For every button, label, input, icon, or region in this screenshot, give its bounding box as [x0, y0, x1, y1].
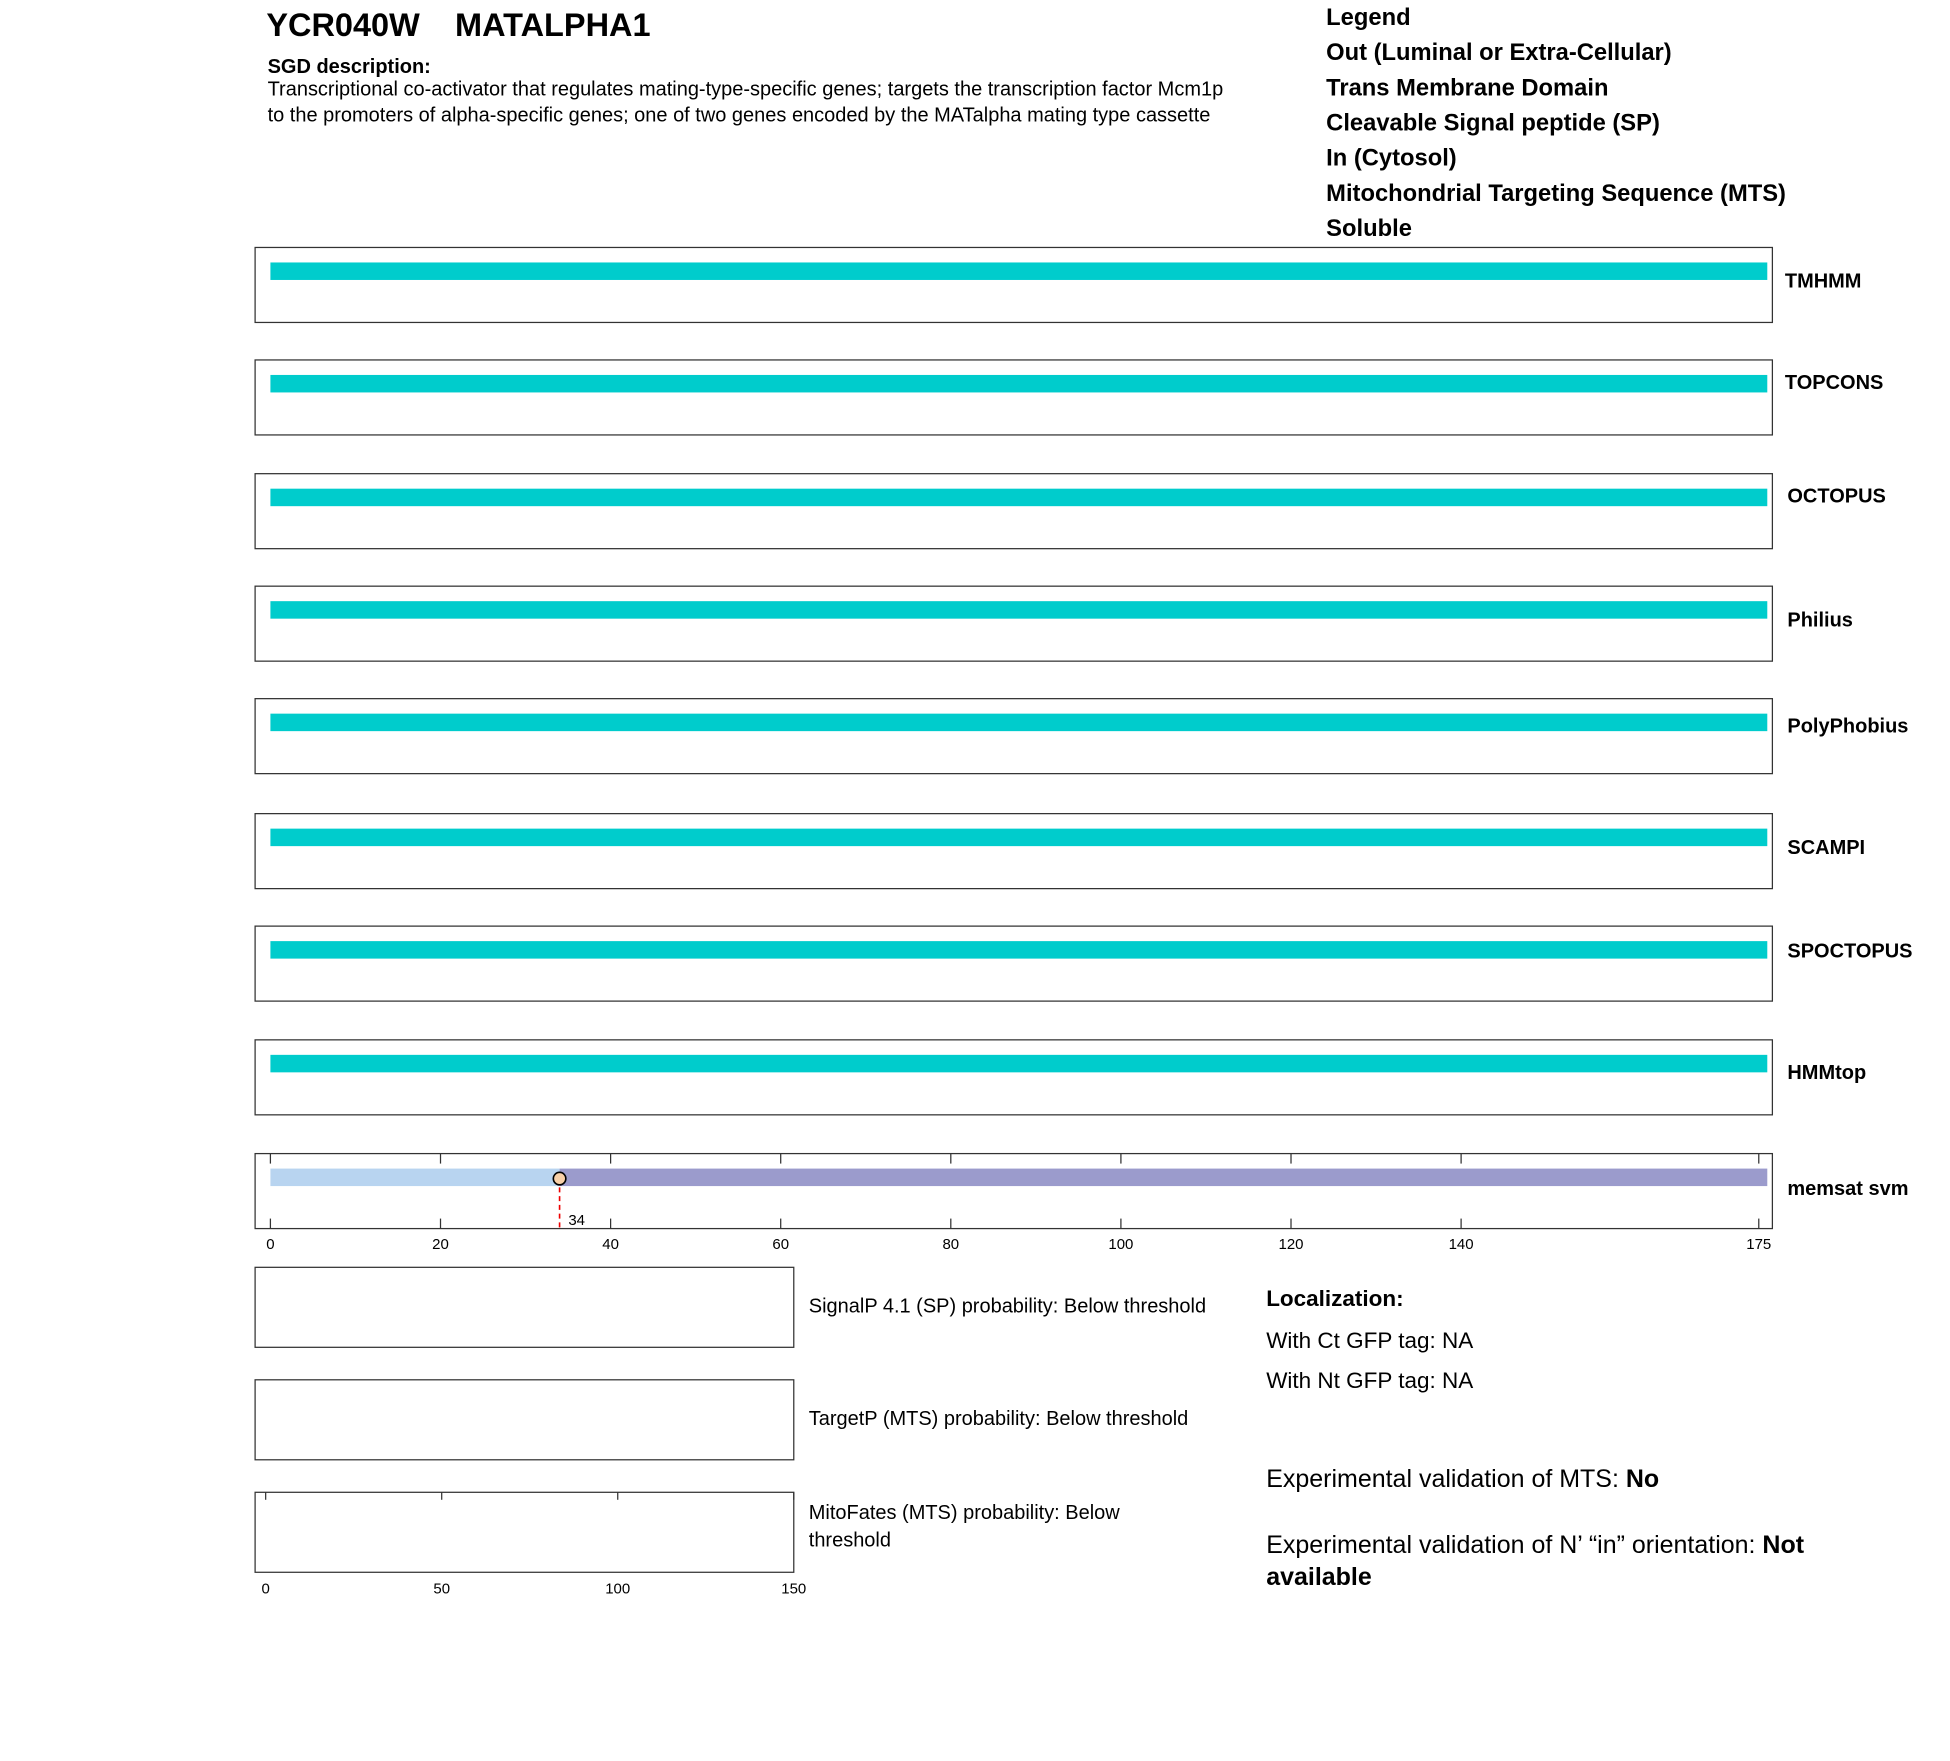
track-name: HMMtop — [1787, 1062, 1866, 1084]
gene-id: YCR040W — [266, 7, 420, 43]
orientation-validation: Experimental validation of N’ “in” orien… — [1266, 1531, 1805, 1559]
mts-label: Experimental validation of MTS: — [1266, 1464, 1626, 1492]
legend-item: Out (Luminal or Extra-Cellular) — [1326, 40, 1672, 66]
x-tick-label: 100 — [1108, 1236, 1133, 1253]
cleavage-label: 34 — [568, 1212, 585, 1229]
orientation-value: available — [1266, 1563, 1372, 1591]
nt-gfp: With Nt GFP tag: NA — [1266, 1368, 1473, 1393]
segment — [270, 262, 1768, 280]
description-line: Transcriptional co-activator that regula… — [268, 78, 1224, 100]
x-tick-label: 40 — [602, 1236, 619, 1253]
track-box — [254, 698, 1774, 775]
segment — [270, 1168, 560, 1187]
legend-item: Trans Membrane Domain — [1326, 75, 1608, 101]
track-box — [254, 813, 1774, 890]
track-name: TOPCONS — [1785, 372, 1883, 394]
x-tick-label: 175 — [1746, 1236, 1771, 1253]
localization-title: Localization: — [1266, 1286, 1403, 1311]
legend-title: Legend — [1326, 5, 1410, 31]
track-name: TMHMM — [1785, 271, 1862, 293]
x-tick-label: 0 — [261, 1581, 269, 1598]
segment — [270, 1054, 1768, 1073]
track-box — [254, 1152, 1774, 1230]
orientation-value: Not — [1762, 1531, 1804, 1559]
x-tick-label: 120 — [1278, 1236, 1303, 1253]
description-line: to the promoters of alpha-specific genes… — [268, 105, 1211, 127]
track-box — [254, 585, 1774, 662]
x-tick-label: 0 — [266, 1236, 274, 1253]
x-tick-label: 140 — [1449, 1236, 1474, 1253]
track-name: memsat svm — [1787, 1178, 1908, 1200]
segment — [270, 488, 1768, 507]
cleavage-marker — [552, 1171, 567, 1186]
track-name: SPOCTOPUS — [1787, 941, 1912, 963]
track-box — [254, 473, 1774, 550]
probability-label: threshold — [809, 1529, 891, 1551]
x-tick-label: 100 — [605, 1581, 630, 1598]
track-name: OCTOPUS — [1787, 486, 1885, 508]
probability-label: SignalP 4.1 (SP) probability: Below thre… — [809, 1296, 1206, 1318]
segment — [270, 713, 1768, 732]
segment — [270, 828, 1768, 847]
track-box — [254, 925, 1774, 1002]
x-tick-label: 60 — [772, 1236, 789, 1253]
x-tick-label: 80 — [942, 1236, 959, 1253]
description-label: SGD description: — [268, 56, 431, 78]
segment — [559, 1168, 1768, 1187]
track-name: Philius — [1787, 609, 1853, 631]
probability-label: MitoFates (MTS) probability: Below — [809, 1502, 1121, 1524]
probability-box — [254, 1491, 795, 1573]
segment — [270, 941, 1768, 959]
gene-name: MATALPHA1 — [455, 7, 650, 43]
track-name: PolyPhobius — [1787, 716, 1908, 738]
track-box — [254, 1039, 1774, 1116]
probability-box — [254, 1266, 795, 1348]
legend-item: Cleavable Signal peptide (SP) — [1326, 110, 1660, 136]
probability-label: TargetP (MTS) probability: Below thresho… — [809, 1408, 1189, 1430]
mts-value: No — [1626, 1464, 1659, 1492]
legend-item: In (Cytosol) — [1326, 146, 1457, 172]
mts-validation: Experimental validation of MTS: No — [1266, 1464, 1659, 1492]
segment — [270, 601, 1768, 619]
ct-gfp: With Ct GFP tag: NA — [1266, 1328, 1473, 1353]
orientation-label: Experimental validation of N’ “in” orien… — [1266, 1531, 1762, 1559]
segment — [270, 374, 1768, 393]
track-box — [254, 359, 1774, 436]
x-tick-label: 50 — [433, 1581, 450, 1598]
legend-item: Soluble — [1326, 216, 1412, 242]
track-box — [254, 246, 1774, 324]
probability-box — [254, 1379, 795, 1461]
x-tick-label: 150 — [781, 1581, 806, 1598]
x-tick-label: 20 — [432, 1236, 449, 1253]
track-name: SCAMPI — [1787, 837, 1865, 859]
legend-item: Mitochondrial Targeting Sequence (MTS) — [1326, 181, 1786, 207]
